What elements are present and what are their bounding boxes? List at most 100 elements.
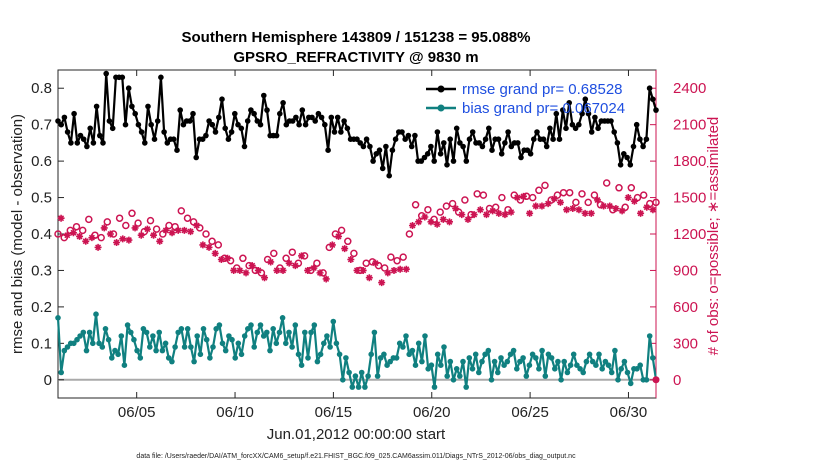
bias-point bbox=[109, 355, 115, 361]
obs-assimilated-point bbox=[544, 200, 552, 208]
rmse-point bbox=[566, 100, 572, 106]
obs-possible-point bbox=[411, 201, 420, 209]
obs-possible-point bbox=[590, 191, 599, 199]
rmse-point bbox=[225, 136, 232, 142]
rmse-point bbox=[264, 107, 270, 113]
obs-assimilated-point bbox=[630, 197, 638, 205]
obs-possible-point bbox=[541, 181, 549, 190]
bias-point bbox=[267, 347, 273, 354]
obs-assimilated-point bbox=[421, 213, 429, 221]
bias-point bbox=[441, 344, 447, 350]
bias-point bbox=[469, 366, 476, 372]
bias-point bbox=[533, 355, 539, 361]
bias-point bbox=[150, 333, 156, 339]
bias-point bbox=[219, 340, 226, 347]
bias-point bbox=[362, 384, 368, 390]
obs-possible-point bbox=[115, 214, 124, 222]
rmse-point bbox=[515, 140, 521, 146]
bias-point bbox=[605, 362, 612, 369]
obs-assimilated-point bbox=[279, 266, 287, 274]
obs-assimilated-point bbox=[600, 202, 608, 210]
rmse-point bbox=[222, 125, 228, 132]
bias-point bbox=[143, 329, 150, 336]
rmse-point bbox=[373, 151, 380, 157]
obs-assimilated-point bbox=[168, 229, 176, 237]
obs-possible-point bbox=[448, 199, 457, 208]
obs-assimilated-point bbox=[267, 258, 275, 266]
x-tick-label: 06/10 bbox=[216, 404, 254, 421]
rmse-point bbox=[376, 147, 383, 153]
bias-point bbox=[232, 355, 238, 361]
right-axis-ticks: 0 300 600 900 1200 1500 1800 2100 2400 bbox=[650, 70, 706, 398]
y-axis-right-label: # of obs: o=possible; ∗=assimilated bbox=[705, 117, 722, 356]
bias-point bbox=[450, 377, 457, 383]
legend-rmse-marker bbox=[437, 85, 445, 93]
rmse-point bbox=[97, 132, 103, 139]
rmse-point bbox=[216, 114, 222, 121]
bias-point bbox=[514, 366, 520, 372]
obs-assimilated-point bbox=[224, 254, 232, 262]
bias-point bbox=[488, 377, 495, 383]
rmse-point bbox=[408, 143, 415, 150]
bias-point bbox=[115, 351, 121, 358]
rmse-point bbox=[463, 158, 470, 164]
obs-possible-point bbox=[399, 253, 407, 261]
rmse-point bbox=[585, 110, 592, 117]
rmse-point bbox=[90, 140, 97, 146]
rmse-point bbox=[617, 162, 624, 168]
bias-point bbox=[124, 322, 131, 328]
obs-assimilated-point bbox=[131, 224, 139, 232]
bias-point bbox=[213, 326, 219, 332]
rmse-point bbox=[293, 114, 299, 121]
bias-point bbox=[434, 351, 441, 358]
obs-possible-point bbox=[442, 202, 451, 210]
rmse-point bbox=[212, 129, 219, 135]
obs-assimilated-series bbox=[57, 192, 657, 287]
rmse-point bbox=[106, 118, 113, 124]
obs-assimilated-point bbox=[162, 226, 170, 234]
obs-possible-point bbox=[535, 186, 543, 195]
rmse-point bbox=[122, 121, 129, 128]
bias-point bbox=[257, 322, 264, 328]
left-tick-label: 0.2 bbox=[31, 299, 52, 316]
bias-point bbox=[599, 366, 605, 372]
bias-point bbox=[203, 336, 210, 343]
rmse-point bbox=[338, 129, 344, 135]
bias-point bbox=[137, 355, 144, 361]
rmse-point bbox=[322, 121, 328, 128]
bias-point bbox=[501, 362, 507, 369]
obs-possible-point bbox=[578, 190, 586, 198]
obs-assimilated-point bbox=[415, 218, 423, 226]
obs-assimilated-point bbox=[88, 234, 96, 242]
obs-assimilated-point bbox=[254, 266, 262, 274]
obs-assimilated-point bbox=[526, 209, 534, 217]
obs-possible-point bbox=[528, 193, 537, 202]
bias-point bbox=[472, 351, 479, 358]
bias-point bbox=[273, 340, 280, 347]
obs-assimilated-point bbox=[310, 264, 318, 272]
right-tick-label: 0 bbox=[673, 372, 681, 389]
bias-point bbox=[327, 344, 333, 350]
rmse-point bbox=[74, 140, 81, 146]
rmse-point bbox=[154, 118, 161, 124]
rmse-point bbox=[608, 118, 614, 124]
obs-assimilated-point bbox=[119, 235, 127, 243]
bias-point bbox=[147, 344, 153, 350]
bias-point bbox=[365, 373, 371, 379]
bias-point bbox=[355, 384, 362, 390]
bias-point bbox=[58, 369, 64, 376]
bias-point bbox=[194, 333, 200, 339]
rmse-point bbox=[624, 154, 630, 161]
obs-assimilated-point bbox=[156, 237, 164, 245]
x-tick-label: 06/20 bbox=[413, 404, 451, 421]
obs-assimilated-point bbox=[550, 195, 558, 203]
obs-possible-point bbox=[602, 179, 611, 187]
obs-assimilated-point bbox=[217, 256, 225, 264]
obs-assimilated-point bbox=[464, 215, 472, 223]
bias-point bbox=[523, 373, 530, 379]
obs-assimilated-point bbox=[624, 194, 632, 202]
obs-assimilated-point bbox=[513, 194, 521, 202]
rmse-point bbox=[572, 125, 579, 132]
rmse-point bbox=[389, 147, 396, 153]
obs-possible-point bbox=[393, 256, 401, 265]
